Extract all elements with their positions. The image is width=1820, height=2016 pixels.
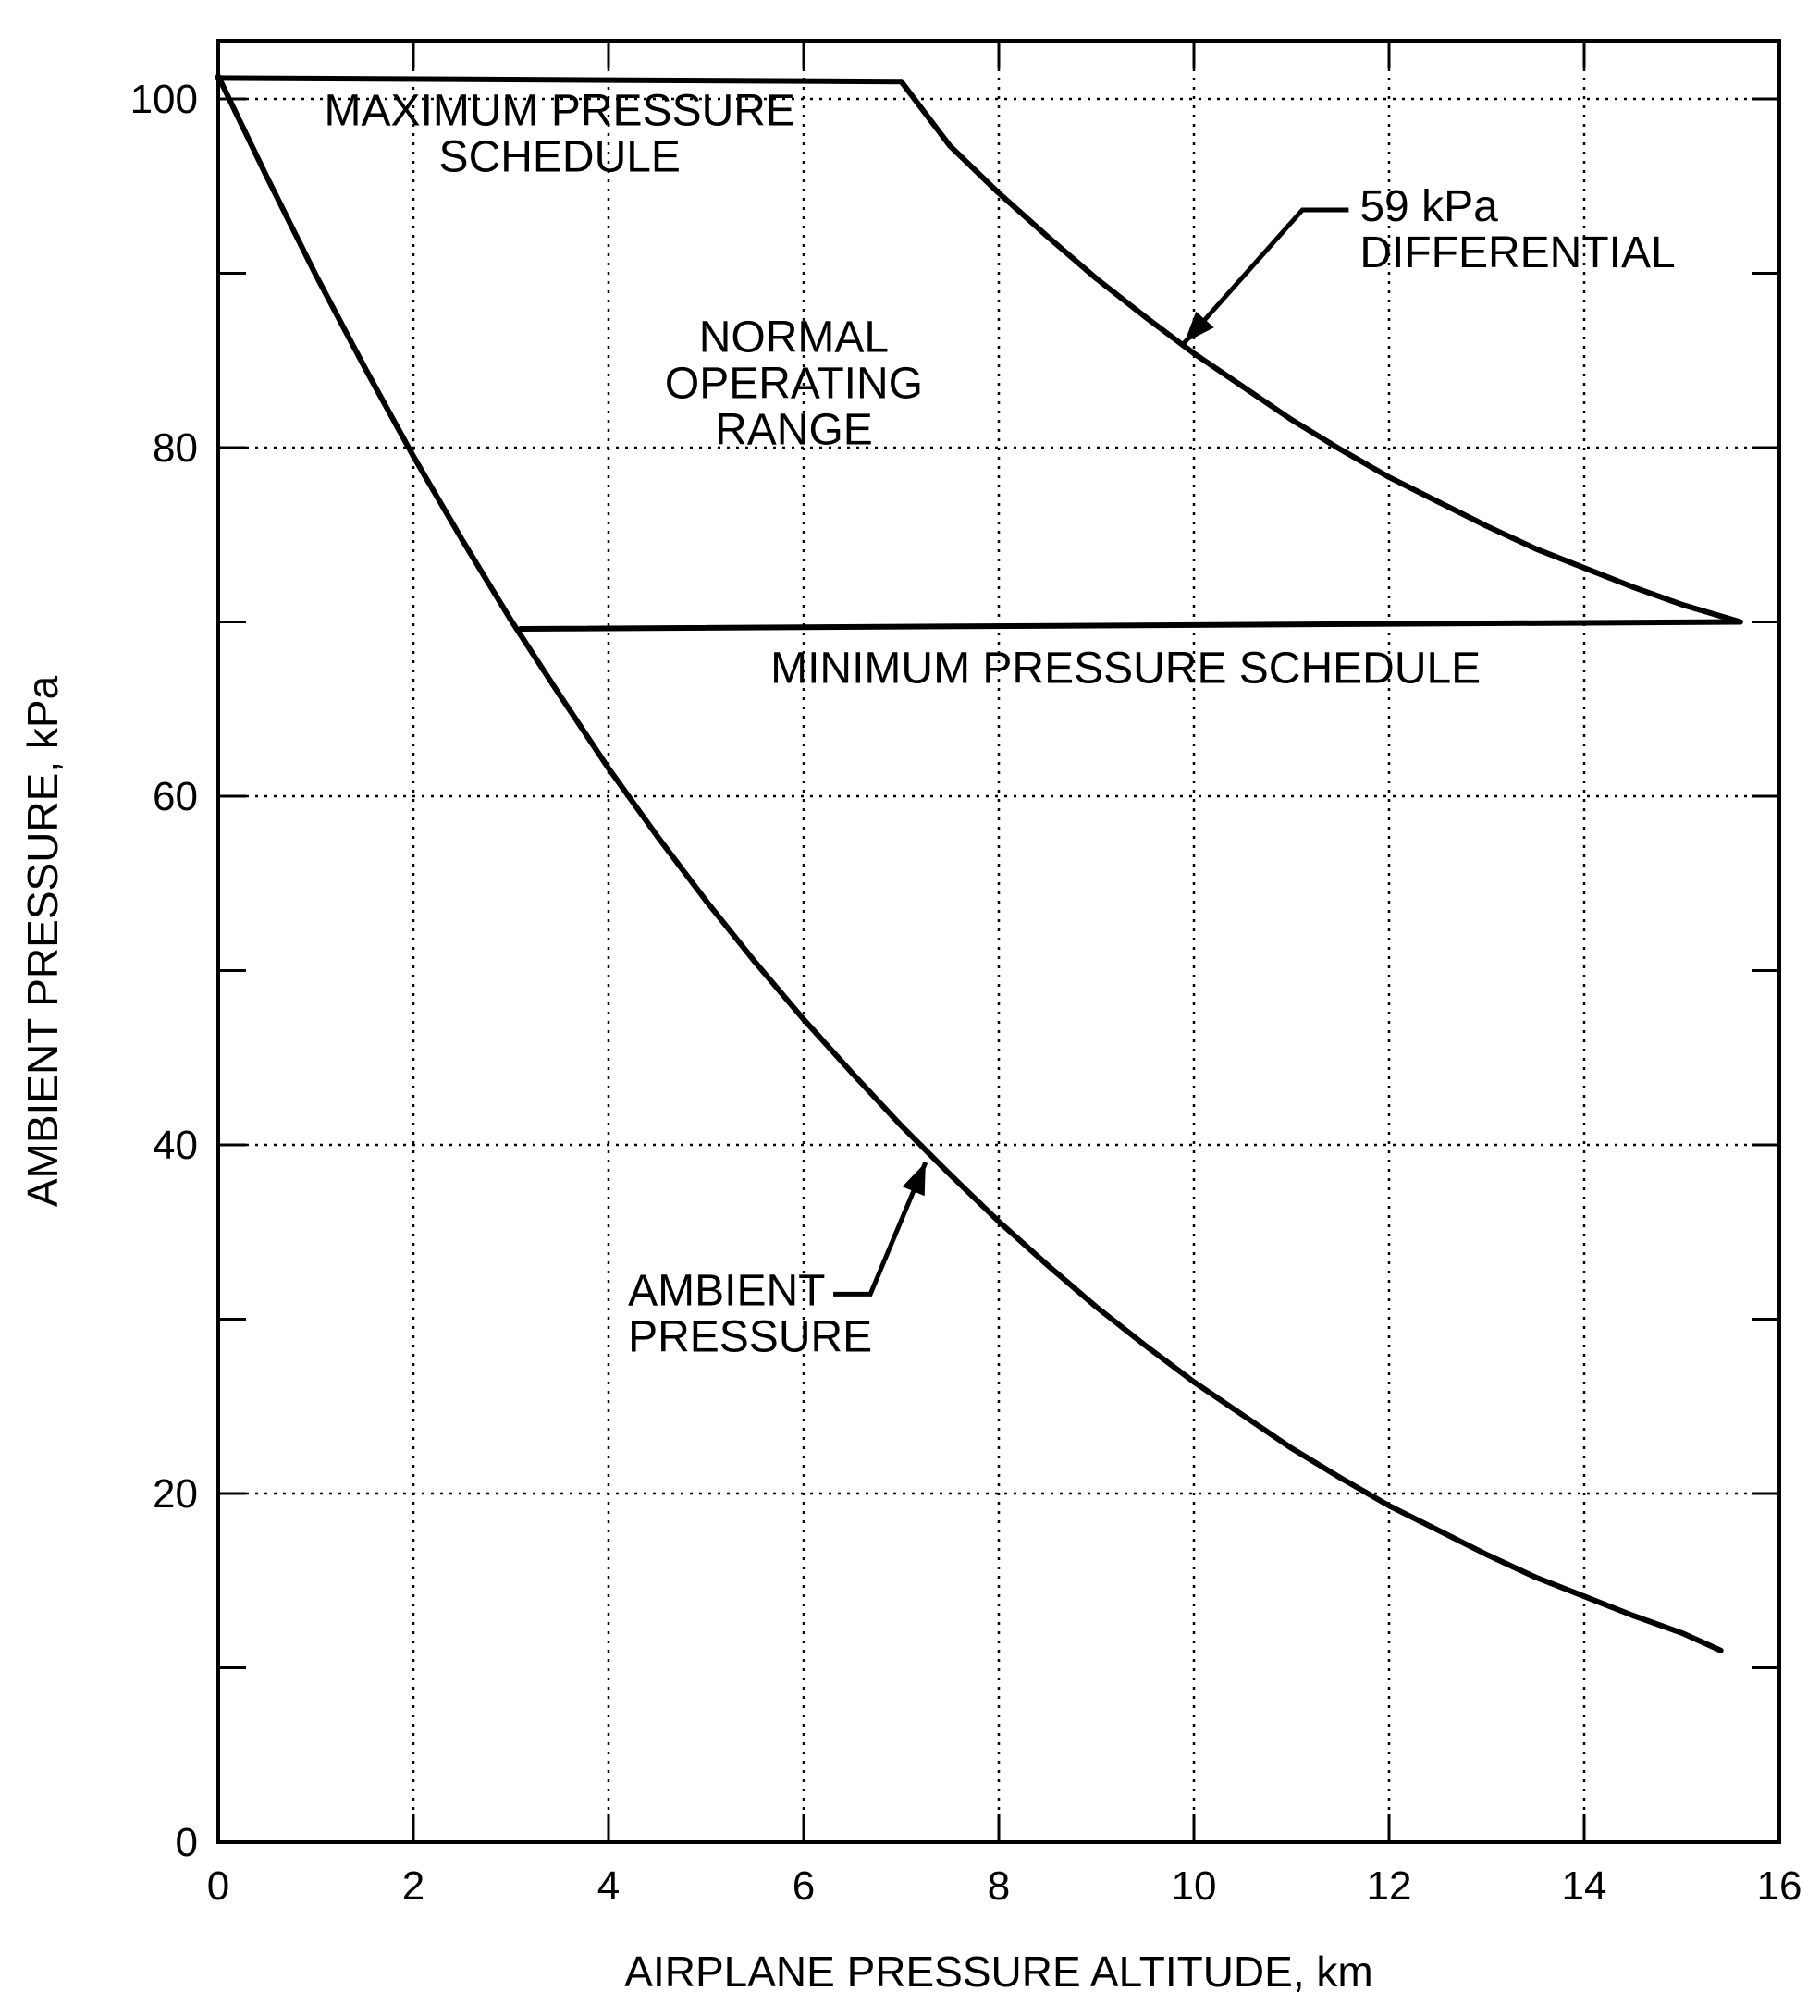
annotation-ambient: AMBIENT PRESSURE [628, 1266, 872, 1361]
x-tick-label: 4 [597, 1863, 620, 1909]
x-tick-label: 2 [402, 1863, 424, 1909]
y-tick-label: 0 [176, 1820, 198, 1865]
y-tick-label: 80 [153, 425, 198, 471]
annotation-line: 59 kPa [1359, 182, 1498, 231]
annotations: MAXIMUM PRESSURE SCHEDULE NORMAL OPERATING R… [325, 86, 1676, 1361]
annotation-line: AMBIENT [628, 1266, 825, 1315]
series-line-maximum-pressure-schedule [215, 75, 904, 85]
series [215, 73, 1743, 1653]
plot-frame [216, 39, 1781, 1844]
axis-ticks [216, 41, 1781, 1844]
x-tick-label: 8 [988, 1863, 1010, 1909]
y-axis-title: AMBIENT PRESSURE, kPa [18, 675, 67, 1207]
annotation-line: RANGE [715, 405, 873, 454]
x-tick-label: 16 [1757, 1863, 1802, 1909]
annotation-normal-range: NORMAL OPERATING RANGE [665, 313, 923, 454]
annotation-arrowhead-differential [1184, 311, 1214, 343]
tick-labels: 0 2 4 6 8 10 12 14 16 0 20 40 60 80 100 [130, 77, 1802, 1909]
annotation-line: OPERATING [665, 359, 923, 408]
annotation-line: SCHEDULE [439, 132, 681, 181]
y-tick-label: 100 [130, 77, 198, 122]
annotation-max-sched: MAXIMUM PRESSURE SCHEDULE [325, 86, 795, 181]
annotation-line: NORMAL [699, 313, 889, 362]
series-line-ambient-pressure [215, 73, 1724, 1653]
annotation-arrow-differential [1182, 207, 1349, 345]
annotation-arrowhead-ambient [902, 1162, 926, 1197]
annotation-min-sched: MINIMUM PRESSURE SCHEDULE [770, 644, 1481, 693]
x-tick-label: 14 [1562, 1863, 1607, 1909]
annotation-line: MAXIMUM PRESSURE [325, 86, 795, 135]
x-axis-title: AIRPLANE PRESSURE ALTITUDE, km [624, 1948, 1372, 1996]
series-line-59-kpa-differential [898, 79, 1743, 625]
annotation-line: PRESSURE [628, 1312, 872, 1361]
x-tick-label: 6 [793, 1863, 815, 1909]
series-line-minimum-pressure-schedule [518, 619, 1743, 632]
annotation-line: DIFFERENTIAL [1359, 228, 1675, 277]
annotation-line: MINIMUM PRESSURE SCHEDULE [770, 644, 1481, 693]
y-tick-label: 40 [153, 1123, 198, 1168]
x-tick-label: 12 [1367, 1863, 1412, 1909]
y-tick-label: 60 [153, 774, 198, 819]
grid [218, 41, 1779, 1842]
annotation-arrow-ambient [833, 1161, 928, 1297]
y-tick-label: 20 [153, 1471, 198, 1517]
x-tick-label: 10 [1172, 1863, 1217, 1909]
annotation-differential: 59 kPa DIFFERENTIAL [1359, 182, 1675, 277]
x-tick-label: 0 [207, 1863, 229, 1909]
